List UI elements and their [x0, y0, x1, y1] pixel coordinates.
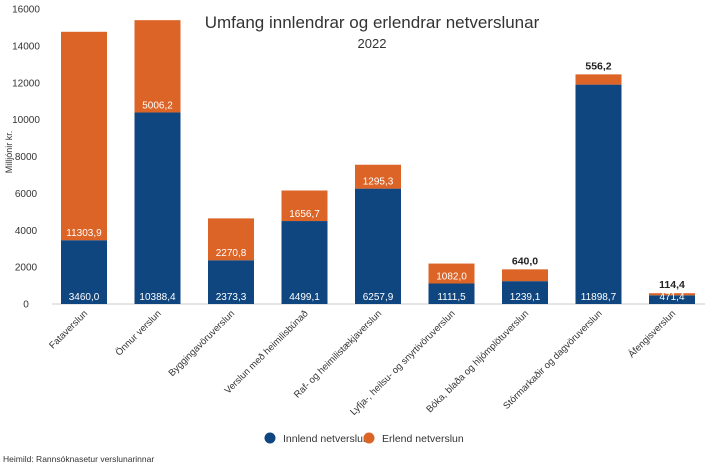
bar-innlend[interactable]: [649, 295, 695, 304]
bar-erlend[interactable]: [208, 218, 254, 261]
x-category-label: Byggingavöruverslun: [167, 308, 238, 379]
y-tick-label: 16000: [12, 5, 40, 16]
y-tick-label: 14000: [12, 41, 40, 52]
bar-innlend[interactable]: [134, 112, 181, 305]
y-tick-label: 8000: [15, 152, 38, 163]
legend-label[interactable]: Innlend netverslun: [283, 433, 369, 445]
bar-innlend[interactable]: [281, 221, 328, 304]
y-tick-label: 12000: [12, 78, 40, 89]
bar-erlend[interactable]: [355, 164, 401, 189]
y-tick-label: 4000: [15, 226, 38, 237]
data-label-innlend: 6257,9: [363, 292, 394, 303]
data-label-erlend: 5006,2: [142, 100, 173, 111]
legend-marker[interactable]: [264, 432, 276, 444]
legend-marker[interactable]: [363, 432, 375, 444]
y-tick-label: 0: [23, 300, 29, 311]
data-label-innlend: 471,4: [659, 292, 684, 303]
bar-erlend[interactable]: [575, 74, 622, 85]
legend[interactable]: Innlend netverslun Erlend netverslun: [264, 432, 464, 446]
data-label-innlend: 4499,1: [289, 292, 320, 303]
bar-erlend[interactable]: [502, 269, 548, 282]
y-axis-label: Milljónir kr.: [4, 131, 14, 174]
bar-innlend[interactable]: [428, 283, 475, 304]
bar-erlend[interactable]: [281, 190, 328, 222]
bar-innlend[interactable]: [61, 240, 107, 304]
chart-title: Umfang innlendrar og erlendrar netverslu…: [205, 13, 540, 32]
data-label-erlend: 2270,8: [216, 248, 247, 259]
chart-subtitle: 2022: [358, 36, 387, 51]
source-note: Heimild: Rannsóknasetur verslunarinnar: [3, 454, 154, 464]
data-label-innlend: 11898,7: [581, 292, 617, 303]
legend-label[interactable]: Erlend netverslun: [382, 433, 464, 445]
data-label-erlend: 114,4: [659, 279, 685, 291]
bar-erlend[interactable]: [134, 20, 181, 113]
data-label-erlend: 1656,7: [289, 209, 320, 220]
y-tick-label: 2000: [15, 263, 38, 274]
data-label-erlend: 11303,9: [66, 228, 102, 239]
x-category-label: Önnur verslun: [114, 308, 164, 358]
y-tick-label: 6000: [15, 189, 38, 200]
data-label-innlend: 1239,1: [510, 292, 541, 303]
bar-erlend[interactable]: [428, 263, 475, 284]
y-tick-label: 10000: [12, 115, 40, 126]
bar-innlend[interactable]: [208, 260, 254, 304]
bar-innlend[interactable]: [575, 84, 622, 304]
x-category-label: Fataverslun: [47, 308, 90, 351]
data-label-erlend: 556,2: [585, 60, 611, 72]
data-label-erlend: 1295,3: [363, 177, 394, 188]
data-label-innlend: 1111,5: [437, 292, 466, 303]
data-label-erlend: 640,0: [512, 255, 538, 267]
data-label-erlend: 1082,0: [436, 272, 467, 283]
data-label-innlend: 10388,4: [139, 292, 176, 303]
bar-innlend[interactable]: [355, 188, 401, 304]
bar-erlend[interactable]: [61, 31, 107, 241]
data-label-innlend: 2373,3: [216, 292, 247, 303]
bar-innlend[interactable]: [502, 281, 548, 304]
data-label-innlend: 3460,0: [69, 292, 100, 303]
x-category-label: Verslun með heimilisbúnað: [223, 308, 311, 396]
x-category-label: Áfengisverslun: [626, 308, 678, 360]
bar-erlend[interactable]: [649, 293, 695, 296]
